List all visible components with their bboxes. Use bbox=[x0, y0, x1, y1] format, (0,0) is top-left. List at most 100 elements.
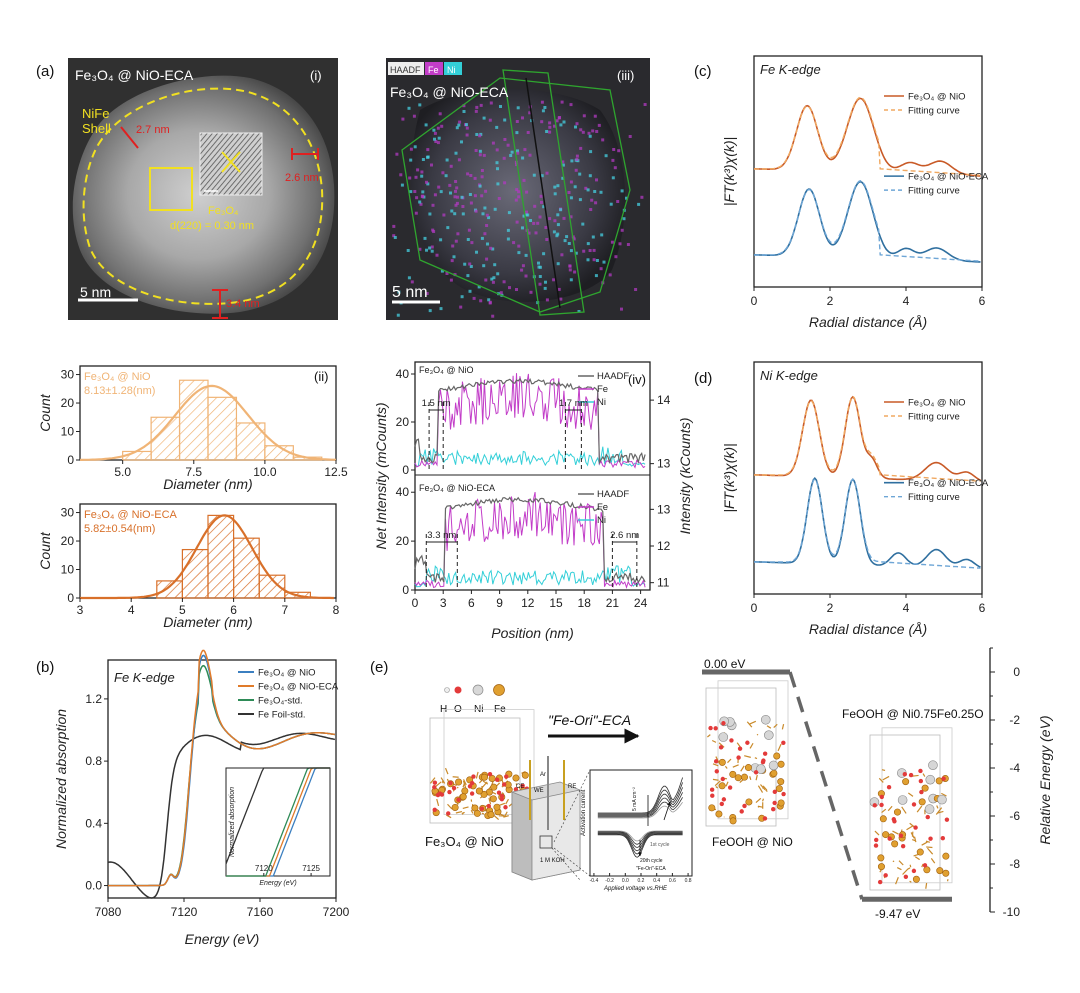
bond bbox=[761, 798, 765, 802]
bond bbox=[462, 780, 467, 788]
bond bbox=[756, 733, 759, 736]
ni-pixel bbox=[468, 193, 472, 196]
series-fe bbox=[414, 491, 646, 590]
fe-pixel bbox=[454, 239, 458, 243]
y-tick-label: 10 bbox=[61, 425, 75, 439]
bond bbox=[518, 786, 522, 791]
ni-pixel bbox=[578, 172, 582, 176]
bond bbox=[749, 776, 752, 780]
fitting-curve bbox=[754, 478, 981, 569]
ni-pixel bbox=[556, 223, 560, 227]
fe-pixel bbox=[456, 195, 460, 199]
y-axis-label: |FT(k³)χ(k)| bbox=[721, 137, 737, 206]
o-atom bbox=[432, 780, 438, 785]
o-atom bbox=[911, 868, 917, 874]
ni-pixel bbox=[567, 242, 571, 245]
legend-entry: Fe₃O₄ @ NiO-ECA bbox=[908, 478, 989, 489]
o-atom bbox=[941, 776, 946, 781]
o-atom bbox=[771, 807, 776, 812]
fe-atom bbox=[473, 809, 481, 817]
legend-entry: Ni bbox=[597, 515, 606, 526]
ni-pixel bbox=[570, 159, 574, 163]
cell-ce: CE bbox=[516, 784, 524, 790]
ni-pixel bbox=[428, 212, 432, 216]
fe-pixel bbox=[454, 180, 458, 183]
x-axis-label: Diameter (nm) bbox=[163, 476, 252, 492]
legend-entry: Fe Foil-std. bbox=[258, 710, 306, 721]
bond bbox=[766, 725, 772, 729]
inset-x-tick-label: 7125 bbox=[302, 864, 320, 873]
bond bbox=[887, 805, 893, 812]
annotation-label: 1.7 nm bbox=[559, 398, 588, 409]
fe-atom bbox=[480, 790, 488, 798]
ni-pixel bbox=[542, 252, 546, 256]
fe-atom bbox=[715, 810, 723, 818]
fe-pixel bbox=[410, 280, 414, 284]
cv-frame bbox=[589, 769, 693, 877]
electrochem-cell bbox=[511, 756, 581, 881]
ni-pixel bbox=[637, 202, 641, 206]
fe-pixel bbox=[485, 224, 489, 227]
bond bbox=[781, 723, 785, 730]
o-atom bbox=[877, 879, 883, 885]
x-tick-label: 7160 bbox=[247, 905, 274, 919]
o-atom bbox=[721, 721, 726, 726]
fe-pixel bbox=[599, 267, 603, 271]
x-tick-label: 7080 bbox=[95, 905, 122, 919]
o-atom bbox=[713, 726, 718, 731]
inset-line bbox=[225, 767, 330, 865]
ni-pixel bbox=[481, 212, 485, 216]
edge-label: Fe K-edge bbox=[114, 670, 175, 685]
ni-pixel bbox=[526, 213, 530, 217]
bond bbox=[718, 742, 725, 748]
fe-pixel bbox=[455, 201, 459, 205]
ni-pixel bbox=[455, 126, 459, 130]
fe-pixel bbox=[517, 195, 521, 199]
x-tick-label: 4 bbox=[903, 601, 910, 615]
x-tick-label: 8 bbox=[333, 603, 340, 617]
fe-pixel bbox=[421, 194, 425, 198]
bond bbox=[440, 777, 446, 784]
ni-pixel bbox=[426, 182, 430, 186]
x-tick-label: 7120 bbox=[171, 905, 198, 919]
fe-pixel bbox=[480, 175, 484, 179]
ni-pixel bbox=[532, 173, 536, 177]
ni-pixel bbox=[426, 155, 429, 159]
fe-pixel bbox=[449, 164, 453, 168]
bond bbox=[436, 798, 440, 807]
o-atom bbox=[762, 816, 768, 821]
o-atom bbox=[922, 863, 928, 868]
ni-pixel bbox=[620, 189, 624, 193]
histogram-bar bbox=[233, 537, 260, 599]
bond bbox=[712, 778, 719, 781]
cell-ar: Ar bbox=[540, 772, 546, 778]
fe-pixel bbox=[553, 124, 556, 128]
y-axis-label-right: Intensity (kCounts) bbox=[677, 418, 693, 535]
fe-pixel bbox=[608, 273, 612, 277]
fe-pixel bbox=[562, 216, 566, 220]
bond bbox=[760, 784, 766, 791]
fe-atom bbox=[489, 795, 497, 803]
y-axis-label: Normalized absorption bbox=[53, 709, 69, 849]
scale-bar-label-i: 5 nm bbox=[80, 284, 111, 300]
histogram-bar bbox=[178, 379, 209, 461]
y-tick-label: 20 bbox=[61, 396, 75, 410]
bond bbox=[505, 798, 510, 805]
legend-entry: Fe bbox=[597, 502, 608, 513]
fe-pixel bbox=[548, 121, 552, 125]
ni-pixel bbox=[559, 123, 563, 127]
fe-pixel bbox=[488, 118, 492, 122]
fe-pixel bbox=[568, 268, 572, 272]
y-tick-label: 0 bbox=[67, 453, 74, 467]
o-atom bbox=[892, 819, 897, 824]
fe-pixel bbox=[520, 268, 524, 272]
ni-pixel bbox=[437, 136, 441, 140]
fe-pixel bbox=[484, 189, 488, 193]
exafs-chart-c: Fe₃O₄ @ NiO Fitting curve Fe₃O₄ @ NiO-ECA F… bbox=[721, 55, 989, 330]
ni-pixel bbox=[493, 207, 497, 211]
fe-pixel bbox=[425, 180, 428, 184]
fe-pixel bbox=[560, 253, 564, 257]
y-tick-label-left: 20 bbox=[396, 415, 410, 429]
fe-atom bbox=[770, 769, 778, 777]
o-atom bbox=[710, 793, 715, 798]
